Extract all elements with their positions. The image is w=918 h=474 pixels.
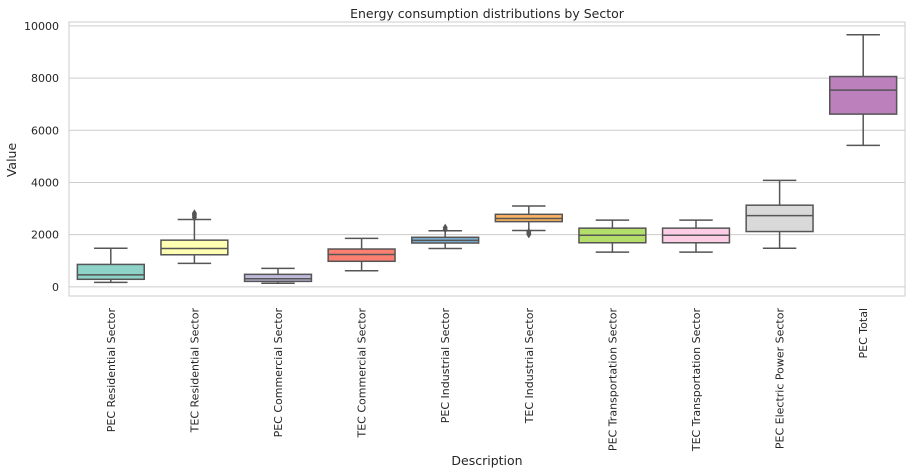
x-tick-label: TEC Commercial Sector	[356, 308, 369, 439]
box-iqr	[243, 273, 313, 283]
x-tick-label: TEC Transportation Sector	[690, 308, 703, 453]
y-tick-label: 2000	[31, 229, 59, 242]
x-tick-label: TEC Residential Sector	[188, 308, 201, 434]
box-iqr	[76, 263, 145, 281]
y-axis-ticks: 0 2000 4000 6000 8000 10000	[24, 20, 59, 294]
x-tick-label: PEC Electric Power Sector	[774, 308, 787, 450]
box-9	[745, 179, 814, 249]
x-tick-label: TEC Industrial Sector	[523, 308, 536, 425]
x-tick-label: PEC Transportation Sector	[606, 308, 619, 452]
outlier-point	[442, 223, 448, 232]
box-5	[411, 223, 480, 250]
plot-frame	[68, 21, 906, 297]
y-axis-label: Value	[4, 143, 19, 178]
gridlines	[69, 25, 905, 288]
x-axis-label: Description	[451, 453, 522, 468]
box-10	[829, 34, 898, 147]
box-3	[243, 267, 313, 284]
y-tick-label: 4000	[31, 176, 59, 189]
x-tick-label: PEC Industrial Sector	[439, 308, 452, 424]
x-axis-ticks: PEC Residential Sector TEC Residential Se…	[105, 308, 870, 453]
x-tick-label: PEC Residential Sector	[105, 308, 118, 433]
y-tick-label: 8000	[31, 72, 59, 85]
y-tick-label: 0	[52, 281, 59, 294]
box-1	[76, 247, 145, 284]
box-2	[160, 209, 229, 265]
box-4	[327, 237, 396, 272]
box-iqr	[160, 239, 229, 256]
box-layer	[76, 34, 898, 284]
box-6	[494, 205, 563, 239]
outlier-point	[191, 209, 197, 218]
outlier-point	[526, 227, 532, 236]
box-7	[578, 219, 647, 253]
box-iqr	[745, 204, 814, 233]
x-tick-label: PEC Total	[857, 308, 870, 358]
box-iqr	[829, 75, 898, 115]
chart-title: Energy consumption distributions by Sect…	[350, 6, 625, 21]
x-tick-label: PEC Commercial Sector	[272, 308, 285, 438]
box-8	[661, 219, 731, 253]
y-tick-label: 10000	[24, 20, 59, 33]
y-tick-label: 6000	[31, 124, 59, 137]
